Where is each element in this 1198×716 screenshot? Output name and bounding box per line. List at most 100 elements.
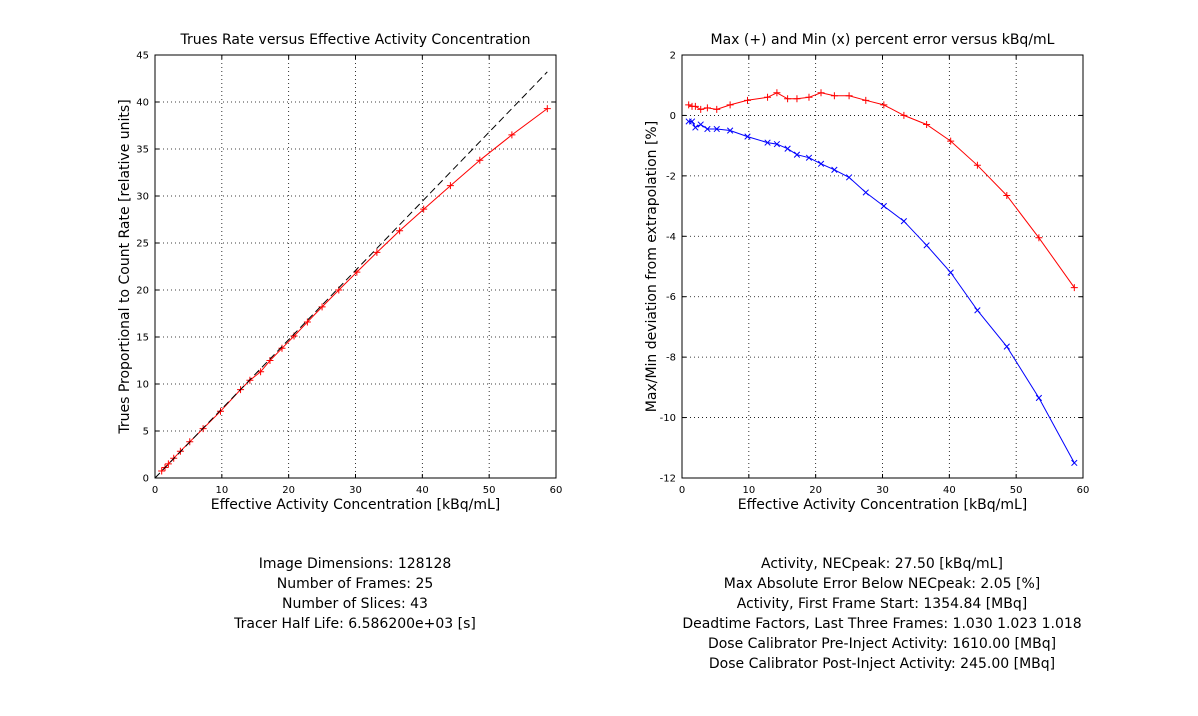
y-axis-label: Max/Min deviation from extrapolation [%] (644, 121, 660, 412)
chart-title: Trues Rate versus Effective Activity Con… (180, 32, 531, 48)
data-point-marker (713, 125, 720, 133)
x-tick-label: 40 (416, 485, 429, 496)
chart-2: 0 10 20 30 40 50 60 -12 -10 -8 -6 -4 -2 0 2 Max (+) and… (644, 32, 1089, 513)
data-point-marker (845, 174, 853, 181)
data-point-marker (773, 140, 781, 148)
y-tick-label: -2 (666, 171, 676, 182)
data-point-marker (805, 93, 813, 101)
data-point-marker (303, 318, 311, 326)
data-point-marker (880, 202, 887, 210)
y-tick-label: -10 (660, 413, 676, 424)
info-image-dimensions: Image Dimensions: 128128 (258, 556, 452, 572)
data-point-marker (793, 151, 801, 158)
data-point-marker (831, 166, 838, 173)
x-axis-label: Effective Activity Concentration [kBq/mL… (211, 497, 501, 513)
data-point-marker (1003, 343, 1010, 350)
grid (682, 55, 1083, 478)
data-point-marker (164, 460, 172, 468)
data-point-marker (973, 161, 981, 169)
data-point-marker (158, 467, 166, 475)
data-point-marker (688, 118, 696, 125)
data-point-marker (476, 156, 484, 164)
info-post-inject-activity: Dose Calibrator Post-Inject Activity: 24… (708, 656, 1056, 672)
y-tick-label: 40 (136, 98, 149, 109)
data-point-marker (880, 101, 888, 109)
y-tick-label: -8 (666, 353, 676, 364)
series-2 (154, 71, 548, 479)
data-point-marker (773, 89, 781, 97)
info-deadtime-factors: Deadtime Factors, Last Three Frames: 1.0… (682, 616, 1082, 632)
data-point-marker (697, 105, 705, 113)
data-point-marker (543, 105, 551, 113)
data-point-marker (900, 218, 908, 225)
data-point-marker (692, 124, 699, 131)
data-point-marker (862, 96, 870, 104)
x-tick-label: 40 (943, 485, 956, 496)
data-point-marker (900, 111, 908, 119)
series-1 (685, 89, 1078, 292)
y-tick-label: 20 (136, 286, 149, 297)
info-max-absolute-error: Max Absolute Error Below NECpeak: 2.05 [… (723, 576, 1041, 592)
data-point-marker (923, 242, 930, 249)
data-point-marker (1070, 284, 1078, 292)
data-point-marker (947, 269, 954, 276)
data-point-marker (784, 145, 791, 152)
acquisition-info-left: Image Dimensions: 128128 Number of Frame… (155, 554, 555, 634)
data-point-marker (697, 121, 704, 128)
data-point-marker (923, 120, 931, 128)
chart-1: 0 10 20 30 40 50 60 0 5 10 15 20 25 30 35 40 45 Trues Rat… (117, 32, 562, 513)
info-first-frame-activity: Activity, First Frame Start: 1354.84 [MB… (736, 596, 1028, 612)
data-point-marker (743, 96, 751, 104)
x-tick-label: 30 (349, 485, 362, 496)
data-point-marker (793, 95, 801, 103)
info-activity-necpeak: Activity, NECpeak: 27.50 [kBq/mL] (761, 556, 1003, 572)
data-point-marker (862, 189, 869, 196)
y-tick-label: -12 (660, 474, 676, 485)
data-point-marker (845, 92, 853, 100)
info-number-of-slices: Number of Slices: 43 (282, 596, 428, 612)
data-point-marker (726, 101, 734, 109)
data-point-marker (1035, 394, 1043, 402)
y-tick-label: 25 (136, 239, 149, 250)
data-point-marker (805, 154, 813, 161)
y-tick-label: 10 (136, 380, 149, 391)
data-point-marker (1035, 234, 1043, 242)
data-point-marker (1003, 191, 1011, 199)
data-point-marker (373, 248, 381, 256)
data-point-marker (508, 131, 516, 139)
y-tick-label: 0 (670, 111, 676, 122)
data-point-marker (784, 95, 792, 103)
data-point-marker (691, 102, 699, 110)
x-tick-label: 20 (282, 485, 295, 496)
y-tick-label: 5 (143, 427, 149, 438)
plot-frame (154, 54, 557, 479)
y-tick-label: 30 (136, 192, 149, 203)
data-point-marker (446, 182, 454, 190)
data-point-marker (744, 133, 751, 140)
data-point-marker (764, 139, 771, 146)
series-line (154, 71, 548, 479)
y-tick-label: -4 (666, 232, 676, 243)
data-point-marker (817, 160, 825, 167)
data-point-marker (703, 104, 711, 112)
y-tick-label: 2 (670, 51, 676, 62)
data-point-marker (1071, 459, 1078, 467)
data-point-marker (420, 205, 428, 213)
data-point-marker (396, 227, 404, 235)
acquisition-info-right: Activity, NECpeak: 27.50 [kBq/mL] Max Ab… (682, 554, 1082, 674)
grid (155, 55, 556, 478)
series-line (688, 92, 1075, 288)
data-point-marker (266, 357, 274, 364)
x-tick-label: 0 (679, 485, 685, 496)
plot-frame (681, 54, 1084, 479)
x-axis-label: Effective Activity Concentration [kBq/mL… (738, 497, 1028, 513)
x-tick-label: 10 (215, 485, 228, 496)
data-point-marker (704, 125, 711, 133)
x-tick-label: 10 (742, 485, 755, 496)
x-tick-label: 50 (1010, 485, 1023, 496)
data-point-marker (974, 307, 981, 314)
y-tick-label: 35 (136, 145, 149, 156)
info-pre-inject-activity: Dose Calibrator Pre-Inject Activity: 161… (707, 636, 1057, 652)
chart-title: Max (+) and Min (x) percent error versus… (711, 32, 1055, 48)
